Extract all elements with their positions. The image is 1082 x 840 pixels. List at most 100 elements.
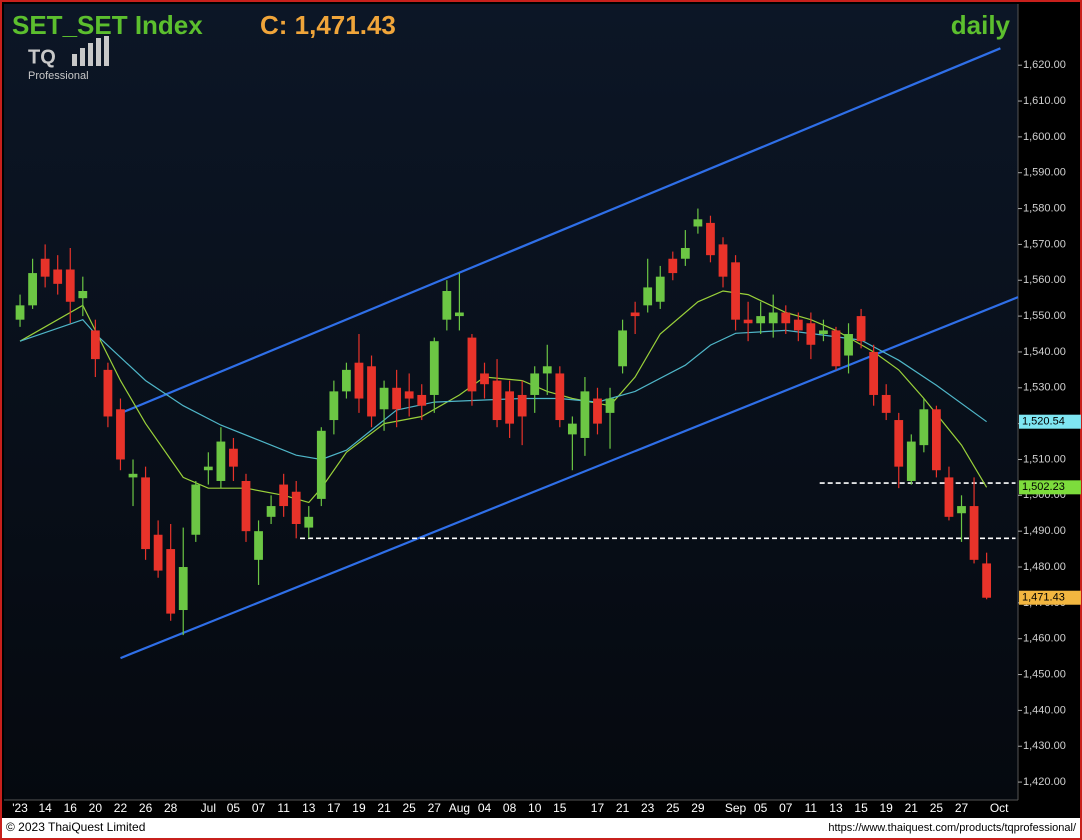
candle-body (216, 441, 226, 481)
y-tick-label: 1,510.00 (1023, 453, 1066, 465)
candle-body (869, 351, 879, 395)
candle-body (417, 394, 427, 406)
candle-body (203, 466, 213, 471)
x-tick-label: Sep (725, 801, 747, 815)
x-tick-label: 20 (89, 801, 103, 815)
y-tick-label: 1,600.00 (1023, 131, 1066, 143)
x-tick-label: Oct (990, 801, 1009, 815)
x-tick-label: Jul (201, 801, 216, 815)
logo-bar (88, 43, 93, 66)
x-tick-label: 21 (377, 801, 391, 815)
x-tick-label: 15 (854, 801, 868, 815)
x-tick-label: 10 (528, 801, 542, 815)
x-tick-label: 25 (403, 801, 417, 815)
candle-body (467, 337, 477, 392)
x-tick-label: 05 (754, 801, 768, 815)
candle-body (819, 330, 828, 335)
candle-body (944, 477, 954, 517)
candle-body (304, 516, 314, 528)
candle-body (40, 258, 50, 277)
x-tick-label: 19 (352, 801, 366, 815)
x-tick-label: 15 (553, 801, 567, 815)
y-tick-label: 1,440.00 (1023, 704, 1066, 716)
candle-body (28, 273, 37, 306)
candle-body (15, 305, 25, 320)
candle-body (442, 291, 452, 320)
last-value-box (1019, 590, 1081, 605)
x-tick-label: 22 (114, 801, 128, 815)
candle-body (919, 409, 929, 446)
candle-body (957, 506, 966, 514)
candle-body (65, 269, 75, 302)
y-tick-label: 1,490.00 (1023, 525, 1066, 537)
logo-bar (80, 48, 85, 66)
x-tick-label: 21 (616, 801, 630, 815)
x-tick-label: 23 (641, 801, 655, 815)
candle-body (53, 269, 63, 284)
candle-body (680, 247, 690, 259)
logo-text: TQ (28, 46, 56, 68)
chart-title: SET_SET Index (12, 10, 203, 40)
candle-body (906, 441, 916, 481)
y-tick-label: 1,420.00 (1023, 776, 1066, 788)
last-value-label: 1,502.23 (1022, 481, 1065, 493)
candle-body (844, 334, 853, 356)
last-value-box (1019, 480, 1081, 495)
candle-body (455, 312, 464, 317)
period: daily (951, 10, 1011, 40)
candle-body (806, 323, 816, 345)
candle-body (630, 312, 640, 317)
x-tick-label: 16 (64, 801, 78, 815)
candle-body (718, 244, 728, 277)
candle-body (316, 430, 326, 499)
candle-body (605, 398, 615, 413)
x-tick-label: 17 (327, 801, 341, 815)
candle-body (78, 291, 88, 299)
y-tick-label: 1,460.00 (1023, 633, 1066, 645)
x-tick-label: 27 (955, 801, 969, 815)
candle-body (894, 420, 904, 467)
candle-body (567, 423, 577, 435)
candle-body (166, 549, 176, 614)
x-tick-label: 14 (38, 801, 52, 815)
candle-body (932, 409, 941, 471)
candle-body (241, 480, 251, 532)
last-value-box (1019, 414, 1081, 429)
logo-bar (72, 54, 77, 66)
x-tick-label: 11 (805, 801, 818, 815)
last-value-label: 1,471.43 (1022, 592, 1065, 604)
candle-body (517, 394, 527, 417)
candle-body (354, 362, 364, 399)
last-value-label: 1,520.54 (1022, 416, 1065, 428)
x-tick-label: 11 (277, 801, 290, 815)
y-tick-label: 1,610.00 (1023, 95, 1066, 107)
candle-body (329, 391, 339, 421)
candle-body (768, 312, 778, 324)
candle-body (342, 369, 351, 392)
candle-body (555, 373, 565, 421)
y-tick-label: 1,540.00 (1023, 346, 1066, 358)
candle-body (831, 330, 841, 367)
candle-body (191, 484, 201, 535)
y-tick-label: 1,620.00 (1023, 59, 1066, 71)
candle-body (178, 567, 188, 611)
candle-body (279, 484, 289, 507)
candle-body (643, 287, 653, 306)
candle-body (618, 330, 627, 367)
candle-body (229, 448, 238, 467)
logo-bar (104, 36, 109, 66)
candle-body (480, 373, 489, 385)
candle-body (668, 258, 678, 274)
candle-body (90, 330, 100, 360)
y-tick-label: 1,550.00 (1023, 310, 1066, 322)
x-tick-label: Aug (449, 801, 470, 815)
y-tick-label: 1,430.00 (1023, 740, 1066, 752)
x-tick-label: 07 (779, 801, 793, 815)
candle-body (593, 398, 602, 424)
y-tick-label: 1,530.00 (1023, 382, 1066, 394)
x-tick-label: 08 (503, 801, 517, 815)
candle-body (856, 316, 866, 342)
candle-body (392, 387, 402, 410)
x-tick-label: 29 (691, 801, 705, 815)
